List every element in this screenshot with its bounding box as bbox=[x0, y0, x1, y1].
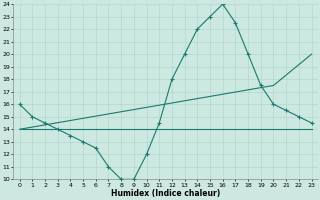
X-axis label: Humidex (Indice chaleur): Humidex (Indice chaleur) bbox=[111, 189, 220, 198]
